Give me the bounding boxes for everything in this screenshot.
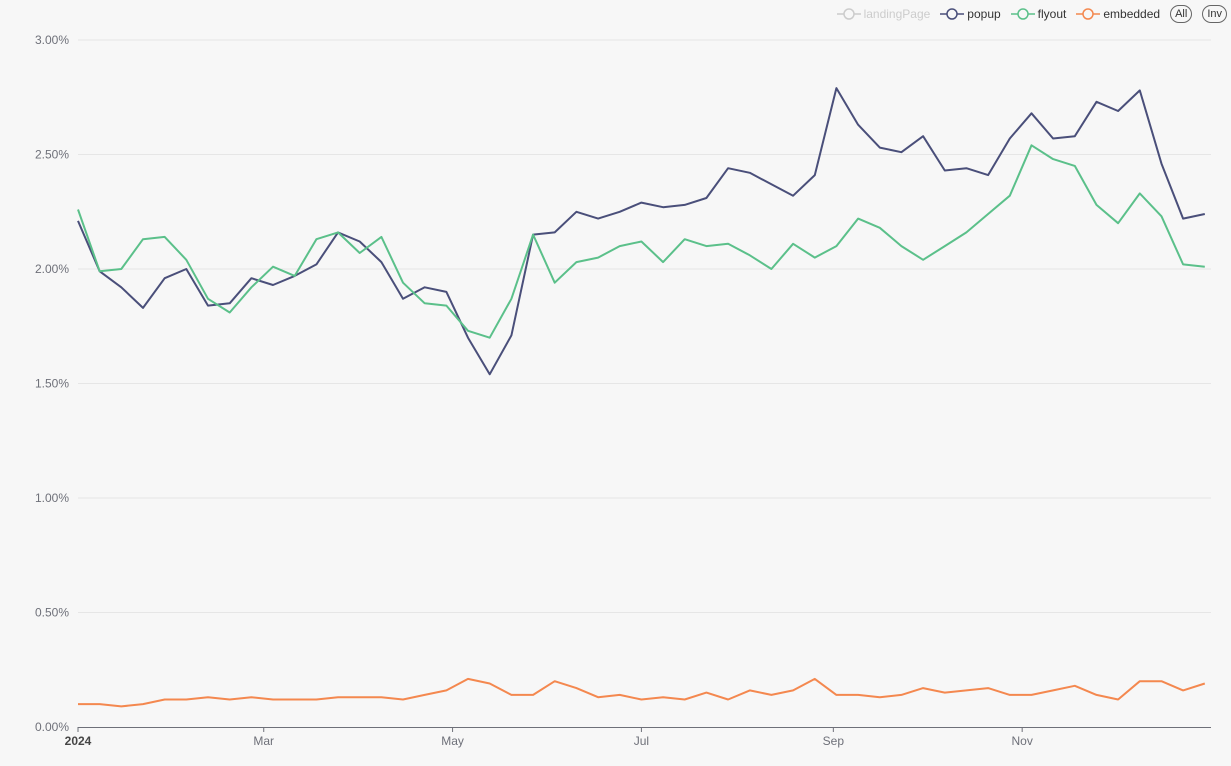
legend-item-embedded[interactable]: embedded: [1076, 7, 1160, 21]
legend-label-flyout: flyout: [1037, 7, 1067, 21]
legend-marker-popup: [940, 8, 965, 20]
legend-marker-flyout: [1010, 8, 1035, 20]
legend-item-popup[interactable]: popup: [940, 7, 1001, 21]
legend-item-landingpage[interactable]: landingPage: [836, 7, 931, 21]
y-axis: 0.00% 0.50% 1.00% 1.50% 2.00% 2.50% 3.00%: [35, 33, 69, 734]
legend-label-popup: popup: [967, 7, 1001, 21]
y-tick-label: 3.00%: [35, 33, 69, 47]
x-axis: 2024 Mar May Jul Sep Nov: [65, 727, 1211, 748]
y-tick-label: 0.50%: [35, 606, 69, 620]
x-tick-label: Mar: [253, 734, 274, 748]
x-tick-label: May: [441, 734, 464, 748]
legend-marker-landingpage: [836, 8, 861, 20]
x-tick-label: Nov: [1011, 734, 1032, 748]
series-lines: [77, 87, 1206, 708]
y-tick-label: 2.50%: [35, 148, 69, 162]
series-line-embedded[interactable]: [78, 677, 1206, 708]
y-tick-label: 1.50%: [35, 377, 69, 391]
series-line-popup[interactable]: [77, 87, 1206, 376]
x-tick-label: Jul: [634, 734, 649, 748]
legend-invert-button[interactable]: Inv: [1202, 5, 1227, 23]
legend-label-embedded: embedded: [1103, 7, 1161, 21]
gridlines: [78, 39, 1211, 613]
series-line-flyout[interactable]: [77, 144, 1205, 339]
legend: landingPage popup flyout embedded All In…: [836, 5, 1227, 23]
legend-marker-embedded: [1076, 8, 1101, 20]
legend-marker-circle: [1082, 8, 1095, 20]
y-tick-label: 0.00%: [35, 720, 69, 734]
y-tick-label: 2.00%: [35, 262, 69, 276]
legend-marker-circle: [842, 8, 855, 20]
x-tick-label: 2024: [65, 734, 92, 748]
legend-marker-circle: [1016, 8, 1029, 20]
y-tick-label: 1.00%: [35, 491, 69, 505]
legend-item-flyout[interactable]: flyout: [1010, 7, 1067, 21]
legend-select-all-button[interactable]: All: [1170, 5, 1193, 23]
x-tick-label: Sep: [823, 734, 845, 748]
legend-label-landingpage: landingPage: [863, 7, 931, 21]
legend-marker-circle: [946, 8, 959, 20]
